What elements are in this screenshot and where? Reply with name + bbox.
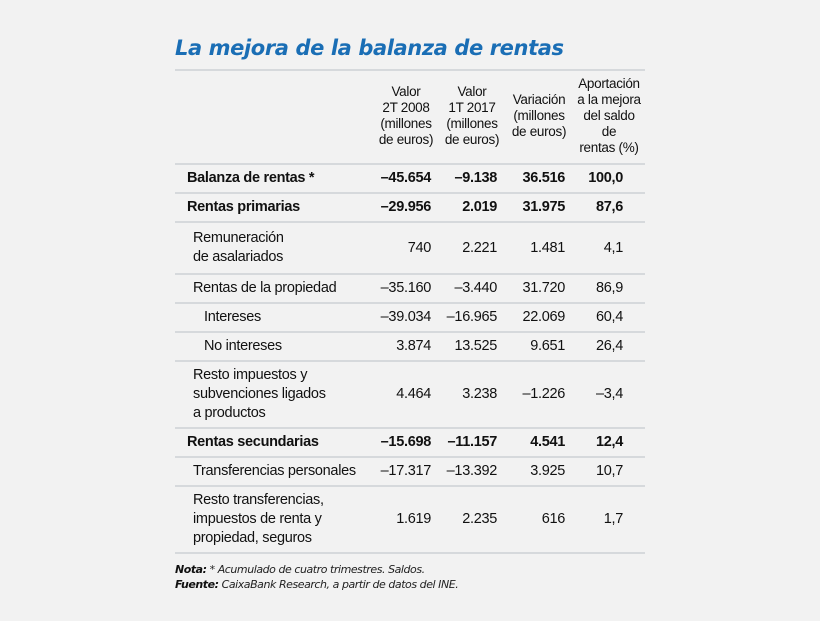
header-valor-2017: Valor 1T 2017 (millones de euros) — [439, 70, 505, 165]
row-label-line: impuestos de renta y — [193, 510, 322, 527]
header-line: a la mejora — [577, 92, 641, 107]
row-label: Remuneración de asalariados — [175, 222, 373, 275]
header-line: de euros) — [444, 132, 500, 147]
cell-aportacion: 12,4 — [573, 428, 645, 458]
row-label-line: subvenciones ligados — [193, 385, 326, 402]
source-line: Fuente: CaixaBank Research, a partir de … — [175, 577, 645, 592]
table-row-primarias: Rentas primarias –29.956 2.019 31.975 87… — [175, 193, 645, 223]
cell-valor-2008: –17.317 — [373, 457, 439, 487]
cell-valor-2008: 3.874 — [373, 332, 439, 362]
header-line: rentas (%) — [579, 140, 639, 155]
row-label-line: Remuneración — [193, 230, 284, 246]
cell-valor-2008: 4.464 — [373, 361, 439, 429]
table-row-transferencias: Transferencias personales –17.317 –13.39… — [175, 457, 645, 487]
row-label: Balanza de rentas * — [175, 164, 373, 194]
row-label-line: de asalariados — [193, 249, 284, 265]
table-row-propiedad: Rentas de la propiedad –35.160 –3.440 31… — [175, 274, 645, 304]
table-row-secundarias: Rentas secundarias –15.698 –11.157 4.541… — [175, 428, 645, 458]
header-aportacion: Aportación a la mejora del saldo de rent… — [573, 70, 645, 165]
row-label-line: a productos — [193, 404, 266, 421]
header-line: Variación — [512, 92, 566, 107]
header-line: (millones — [446, 116, 498, 131]
header-valor-2008: Valor 2T 2008 (millones de euros) — [373, 70, 439, 165]
cell-variacion: 4.541 — [505, 428, 573, 458]
note-line: Nota: * Acumulado de cuatro trimestres. … — [175, 562, 645, 577]
header-line: (millones — [380, 116, 432, 131]
source-label: Fuente: — [175, 578, 219, 591]
table-row-resto-impuestos: Resto impuestos y subvenciones ligados a… — [175, 361, 645, 429]
cell-valor-2008: –35.160 — [373, 274, 439, 304]
row-label: Intereses — [175, 303, 373, 333]
cell-valor-2017: 2.019 — [439, 193, 505, 223]
row-label: Transferencias personales — [175, 457, 373, 487]
header-variacion: Variación (millones de euros) — [505, 70, 573, 165]
row-label-line: propiedad, seguros — [193, 529, 312, 546]
cell-aportacion: 4,1 — [573, 222, 645, 275]
row-label: Rentas primarias — [175, 193, 373, 223]
table-row-no-intereses: No intereses 3.874 13.525 9.651 26,4 — [175, 332, 645, 362]
table-card: La mejora de la balanza de rentas Valor … — [175, 34, 645, 592]
header-label-empty — [175, 70, 373, 165]
header-line: 1T 2017 — [448, 100, 496, 115]
note-label: Nota: — [175, 563, 207, 576]
cell-variacion: 3.925 — [505, 457, 573, 487]
cell-aportacion: 1,7 — [573, 486, 645, 554]
cell-aportacion: –3,4 — [573, 361, 645, 429]
row-label: Resto transferencias, impuestos de renta… — [175, 486, 373, 554]
cell-variacion: 31.720 — [505, 274, 573, 304]
header-line: (millones — [513, 108, 565, 123]
table-row-balanza: Balanza de rentas * –45.654 –9.138 36.51… — [175, 164, 645, 194]
cell-valor-2017: –9.138 — [439, 164, 505, 194]
header-row: Valor 2T 2008 (millones de euros) Valor … — [175, 70, 645, 165]
header-line: de euros) — [378, 132, 434, 147]
cell-valor-2017: –11.157 — [439, 428, 505, 458]
table-title: La mejora de la balanza de rentas — [175, 36, 564, 60]
cell-valor-2017: 3.238 — [439, 361, 505, 429]
table-row-intereses: Intereses –39.034 –16.965 22.069 60,4 — [175, 303, 645, 333]
cell-variacion: 1.481 — [505, 222, 573, 275]
row-label: No intereses — [175, 332, 373, 362]
row-label-line: Resto impuestos y — [193, 366, 308, 383]
header-line: 2T 2008 — [382, 100, 430, 115]
cell-valor-2008: –15.698 — [373, 428, 439, 458]
cell-aportacion: 60,4 — [573, 303, 645, 333]
cell-variacion: –1.226 — [505, 361, 573, 429]
cell-valor-2008: –29.956 — [373, 193, 439, 223]
table-row-resto-transferencias: Resto transferencias, impuestos de renta… — [175, 486, 645, 554]
cell-variacion: 22.069 — [505, 303, 573, 333]
row-label: Rentas de la propiedad — [175, 274, 373, 304]
cell-valor-2017: 2.221 — [439, 222, 505, 275]
cell-aportacion: 26,4 — [573, 332, 645, 362]
cell-variacion: 31.975 — [505, 193, 573, 223]
row-label: Rentas secundarias — [175, 428, 373, 458]
row-label-line: Resto transferencias, — [193, 491, 324, 508]
cell-aportacion: 10,7 — [573, 457, 645, 487]
cell-valor-2017: 13.525 — [439, 332, 505, 362]
header-line: de euros) — [511, 124, 567, 139]
cell-valor-2008: –45.654 — [373, 164, 439, 194]
cell-valor-2017: –3.440 — [439, 274, 505, 304]
cell-valor-2017: –13.392 — [439, 457, 505, 487]
cell-aportacion: 87,6 — [573, 193, 645, 223]
source-text: CaixaBank Research, a partir de datos de… — [218, 578, 459, 591]
rentas-table: Valor 2T 2008 (millones de euros) Valor … — [175, 69, 645, 554]
header-line: Valor — [391, 84, 421, 99]
row-label: Resto impuestos y subvenciones ligados a… — [175, 361, 373, 429]
cell-valor-2017: 2.235 — [439, 486, 505, 554]
cell-valor-2008: 1.619 — [373, 486, 439, 554]
cell-valor-2008: –39.034 — [373, 303, 439, 333]
table-row-remuneracion: Remuneración de asalariados 740 2.221 1.… — [175, 222, 645, 275]
cell-valor-2008: 740 — [373, 222, 439, 275]
cell-aportacion: 100,0 — [573, 164, 645, 194]
cell-valor-2017: –16.965 — [439, 303, 505, 333]
note-text: * Acumulado de cuatro trimestres. Saldos… — [206, 563, 425, 576]
cell-variacion: 9.651 — [505, 332, 573, 362]
footnotes: Nota: * Acumulado de cuatro trimestres. … — [175, 562, 645, 592]
cell-aportacion: 86,9 — [573, 274, 645, 304]
cell-variacion: 616 — [505, 486, 573, 554]
header-line: del saldo de — [583, 108, 635, 139]
cell-variacion: 36.516 — [505, 164, 573, 194]
header-line: Valor — [457, 84, 487, 99]
header-line: Aportación — [578, 76, 640, 91]
